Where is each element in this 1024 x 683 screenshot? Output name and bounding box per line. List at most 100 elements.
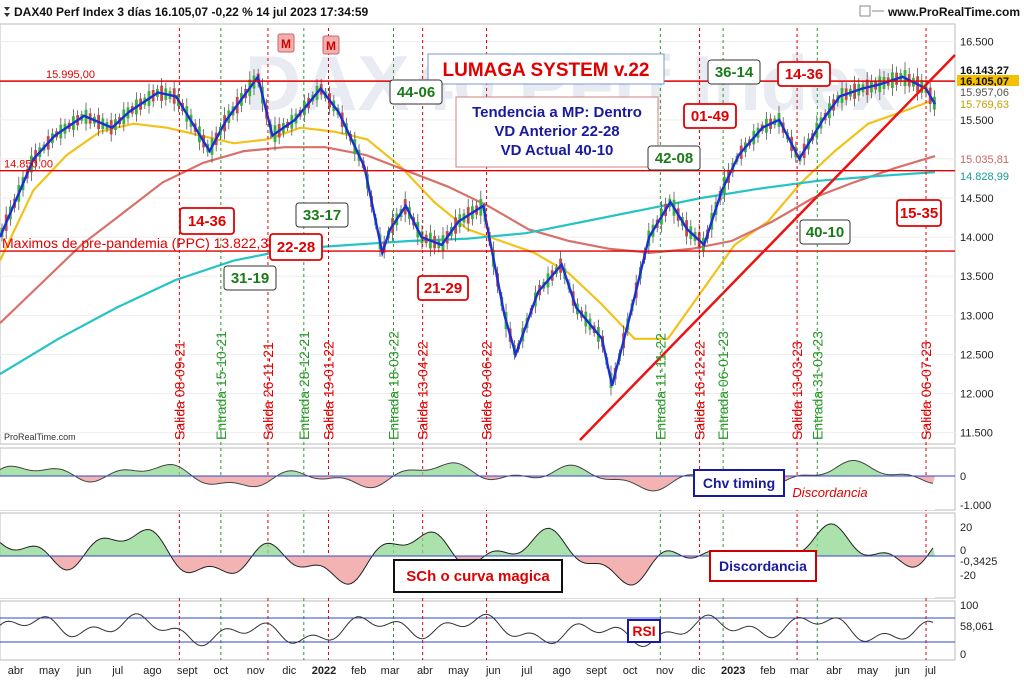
x-tick-label: jun: [76, 665, 92, 677]
moving-average-2: [0, 146, 936, 324]
sch-annotation-box: [709, 550, 817, 582]
price-label: 15.957,06: [960, 87, 1009, 99]
score-box: [647, 145, 701, 171]
signal-label: Salida 26-11-21: [260, 342, 276, 440]
x-tick-label: ago: [552, 665, 570, 677]
copyright-label: ProRealTime.com: [4, 432, 76, 442]
rsi-title-box: [627, 619, 661, 643]
x-tick-label: oct: [214, 665, 229, 677]
x-tick-label: mar: [381, 665, 400, 677]
trend-line-text: VD Actual 40-10: [501, 142, 614, 159]
system-title-box: [427, 53, 665, 85]
x-tick-label: 2023: [721, 665, 745, 677]
y-tick-label: 14.000: [960, 232, 994, 244]
rsi-panel: [0, 613, 955, 648]
score-box: [707, 59, 761, 85]
chv-title: Chv timing: [703, 475, 775, 491]
signal-label: Salida 13-04-22: [415, 341, 431, 440]
trend-line-text: VD Anterior 22-28: [494, 123, 619, 140]
trend-line: [579, 54, 956, 441]
price-label-bg: [957, 64, 1019, 76]
price-label-bg: [957, 75, 1019, 87]
x-tick-label: abr: [826, 665, 842, 677]
chv-annotation: Discordancia: [792, 485, 867, 500]
x-tick-label: abr: [417, 665, 433, 677]
x-tick-label: may: [448, 665, 469, 677]
score-box: [799, 219, 851, 245]
score-text: 14-36: [785, 66, 823, 83]
x-tick-label: jul: [924, 665, 936, 677]
score-text: 36-14: [715, 64, 754, 81]
m-marker: [277, 33, 295, 53]
y-tick-label: 12.500: [960, 349, 994, 361]
x-tick-label: jul: [520, 665, 532, 677]
level-label: 14.850,00: [4, 159, 53, 171]
x-tick-label: may: [39, 665, 60, 677]
sub-y-tick: 20: [960, 522, 972, 534]
level-label: 15.995,00: [46, 69, 95, 81]
system-title: LUMAGA SYSTEM v.22: [443, 60, 650, 81]
moving-average-3: [0, 171, 936, 375]
rsi-last-value: 58,061: [960, 621, 994, 633]
trend-line-text: Tendencia a MP: Dentro: [472, 104, 642, 121]
sub-y-tick: 0: [960, 545, 966, 557]
sub-y-tick: 100: [960, 600, 978, 612]
level-label: Maximos de pre-pandemia (PPC) 13.822,38: [2, 235, 276, 251]
score-box: [683, 103, 737, 129]
x-tick-label: oct: [623, 665, 638, 677]
x-tick-label: nov: [247, 665, 265, 677]
header-tools[interactable]: [859, 5, 884, 17]
y-tick-label: 15.500: [960, 115, 994, 127]
site-label: www.ProRealTime.com: [887, 5, 1020, 19]
x-tick-label: ago: [143, 665, 161, 677]
score-box: [896, 199, 942, 227]
price-label: 15.035,81: [960, 154, 1009, 166]
m-marker: [322, 35, 340, 55]
x-tick-label: dic: [282, 665, 297, 677]
signal-label: Salida 13-03-23: [789, 341, 805, 440]
price-label-bg: [957, 98, 1019, 110]
score-box: [777, 61, 831, 87]
price-label-bg: [957, 86, 1019, 98]
price-label: 16.143,27: [960, 65, 1009, 77]
signal-label: Entrada 11-11-22: [652, 333, 668, 440]
signal-label: Entrada 15-10-21: [213, 331, 229, 440]
x-tick-label: dic: [691, 665, 706, 677]
y-tick-label: 12.000: [960, 389, 994, 401]
axes: 11.500 12.000 12.500 13.000 13.500 14.000 14.5…: [8, 37, 1019, 677]
score-text: 22-28: [277, 239, 315, 256]
score-box: [295, 202, 349, 228]
price-label: 16.105,07: [960, 76, 1009, 88]
y-tick-label: 13.500: [960, 271, 994, 283]
score-box: [389, 79, 443, 105]
signal-label: Salida 16-12-22: [692, 341, 708, 440]
score-text: 15-35: [900, 205, 938, 222]
score-text: 44-06: [397, 84, 435, 101]
score-box: [179, 207, 235, 235]
x-tick-label: jun: [894, 665, 910, 677]
moving-average-1: [0, 98, 936, 340]
x-tick-label: sept: [177, 665, 198, 677]
signal-label: Entrada 31-03-23: [809, 331, 825, 440]
score-text: 01-49: [691, 108, 729, 125]
x-tick-label: abr: [8, 665, 24, 677]
signal-label: Salida 06-07-23: [918, 341, 934, 440]
score-text: 33-17: [303, 207, 341, 224]
sub-y-tick: 0: [960, 649, 966, 661]
price-line: [0, 74, 937, 386]
signal-label: Entrada 28-12-21: [296, 331, 312, 440]
sub-y-tick: 0: [960, 471, 966, 483]
score-box: [223, 265, 277, 291]
signal-lines: Salida 08-09-21 Entrada 15-10-21 Salida 26…: [171, 28, 934, 660]
price-label: 14.828,99: [960, 171, 1009, 183]
x-tick-label: feb: [760, 665, 775, 677]
score-text: 21-29: [424, 280, 462, 297]
sch-annotation: Discordancia: [719, 558, 807, 574]
score-box: [269, 233, 323, 261]
signal-label: Salida 09-06-22: [479, 341, 495, 440]
rsi-title: RSI: [632, 623, 655, 639]
header-bar: [0, 0, 1024, 22]
sch-title: SCh o curva magica: [406, 568, 550, 585]
sub-y-tick: -20: [960, 570, 976, 582]
